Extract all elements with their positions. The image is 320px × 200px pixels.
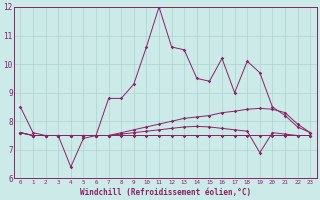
X-axis label: Windchill (Refroidissement éolien,°C): Windchill (Refroidissement éolien,°C): [80, 188, 251, 197]
